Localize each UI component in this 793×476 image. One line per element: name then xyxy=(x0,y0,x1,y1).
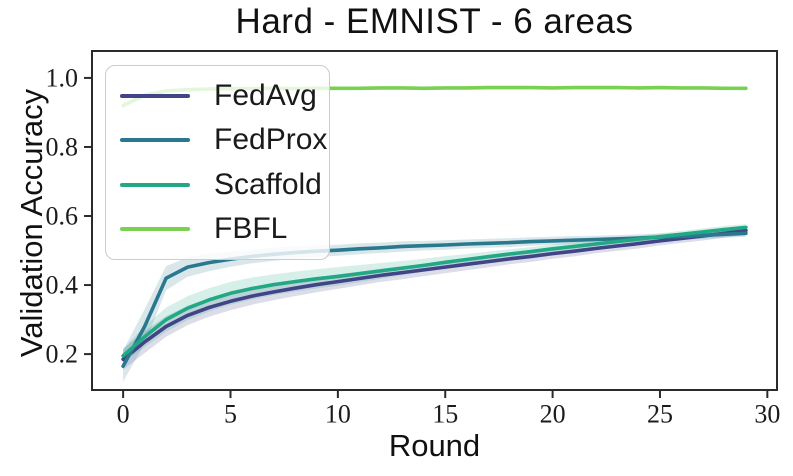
x-tick-label: 30 xyxy=(754,399,780,428)
x-tick-label: 0 xyxy=(117,399,130,428)
legend-item-fedavg: FedAvg xyxy=(120,74,329,118)
x-tick-label: 15 xyxy=(432,399,458,428)
legend-label-fedprox: FedProx xyxy=(214,123,328,157)
legend-label-fedavg: FedAvg xyxy=(214,79,317,113)
x-axis-label: Round xyxy=(388,428,481,463)
y-tick-label: 0.6 xyxy=(46,202,79,231)
y-tick-label: 1.0 xyxy=(46,63,79,92)
series-line-fedavg xyxy=(121,228,748,362)
scaffold-line-swatch-icon xyxy=(120,182,190,187)
x-tick-label: 20 xyxy=(540,399,566,428)
y-tick-label: 0.2 xyxy=(46,340,79,369)
y-tick-label: 0.4 xyxy=(46,271,79,300)
fedavg-line-swatch-icon xyxy=(120,94,190,99)
chart-title: Hard - EMNIST - 6 areas xyxy=(235,2,634,41)
legend: FedAvg FedProx Scaffold FBFL xyxy=(105,65,330,260)
fbfl-line-swatch-icon xyxy=(120,226,190,231)
plot-spines xyxy=(91,50,778,391)
legend-item-fbfl: FBFL xyxy=(120,207,329,251)
x-tick-label: 5 xyxy=(224,399,237,428)
series-band-scaffold xyxy=(123,224,746,363)
legend-label-fbfl: FBFL xyxy=(214,211,288,245)
y-tick-label: 0.8 xyxy=(46,132,79,161)
series-line-scaffold xyxy=(121,225,748,358)
x-tick-label: 10 xyxy=(325,399,351,428)
x-tick-label: 25 xyxy=(647,399,673,428)
legend-item-fedprox: FedProx xyxy=(120,118,329,162)
legend-label-scaffold: Scaffold xyxy=(214,167,322,201)
legend-item-scaffold: Scaffold xyxy=(120,163,329,207)
fedprox-line-swatch-icon xyxy=(120,138,190,143)
